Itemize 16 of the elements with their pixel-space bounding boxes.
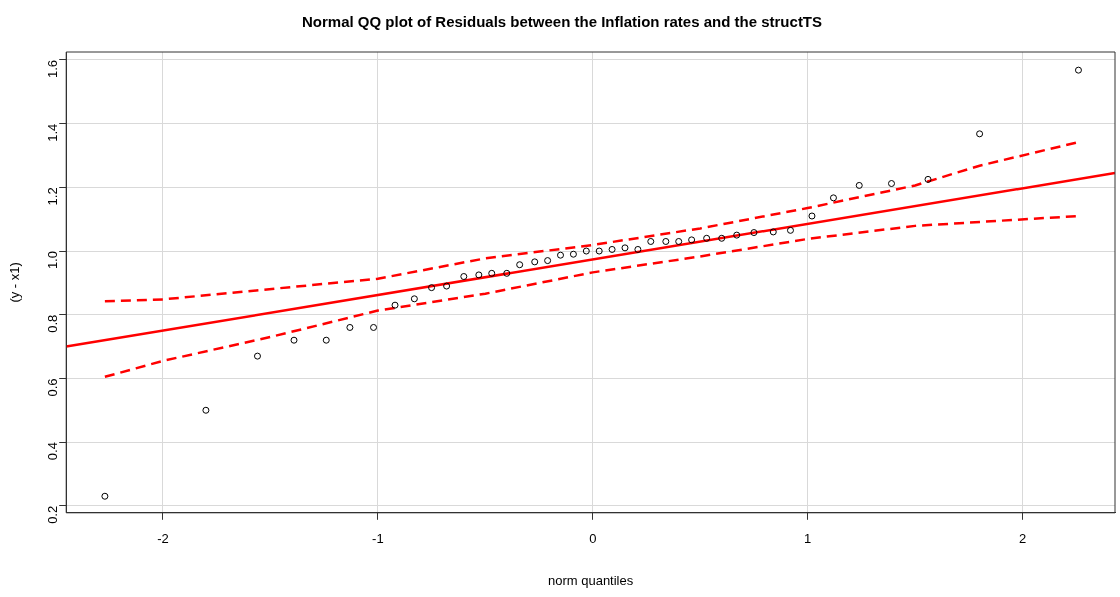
x-tick-label: -2 (157, 531, 169, 547)
y-tick-label: 0.2 (44, 505, 60, 524)
y-axis-title: (y - x1) (7, 262, 23, 303)
y-tick-label: 1.2 (44, 187, 60, 206)
x-tick-label: 2 (1018, 531, 1027, 547)
x-tick-label: 1 (804, 531, 812, 547)
y-tick-label: 0.6 (44, 378, 60, 397)
y-tick-label: 1.4 (44, 123, 60, 142)
y-tick-label: 1.0 (44, 251, 60, 270)
y-tick-label: 0.4 (44, 442, 60, 461)
x-axis-title: norm quantiles (547, 572, 634, 588)
x-tick-label: -1 (372, 531, 384, 547)
chart-title: Normal QQ plot of Residuals between the Inflation rates and the structTS (301, 13, 823, 31)
x-tick-label: 0 (589, 531, 597, 547)
y-tick-label: 1.6 (44, 59, 60, 79)
y-tick-label: 0.8 (44, 314, 60, 333)
